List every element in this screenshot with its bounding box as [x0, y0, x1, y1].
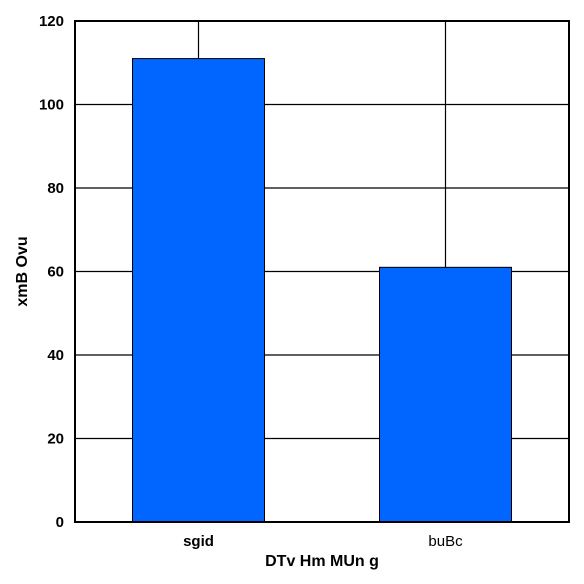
y-tick-label: 80 [47, 180, 64, 197]
y-tick-label: 60 [47, 264, 64, 281]
y-axis-label: xmB Ovu [14, 236, 31, 306]
y-tick-label: 0 [56, 514, 64, 531]
bar-buBc [379, 266, 512, 523]
plot-frame [74, 20, 570, 523]
y-tick-label: 120 [39, 13, 64, 30]
y-tick-label: 20 [47, 431, 64, 448]
y-tick-labels: 0 20 40 60 80 100 120 [39, 13, 64, 531]
x-tick-label: sgid [183, 533, 214, 550]
bars [132, 58, 512, 523]
x-axis-label: DTv Hm MUn g [265, 553, 379, 570]
x-tick-label: buBc [428, 533, 463, 550]
x-tick-labels: sgid buBc [183, 533, 463, 550]
bar-sgid [132, 58, 265, 523]
y-tick-label: 100 [39, 97, 64, 114]
y-tick-label: 40 [47, 347, 64, 364]
